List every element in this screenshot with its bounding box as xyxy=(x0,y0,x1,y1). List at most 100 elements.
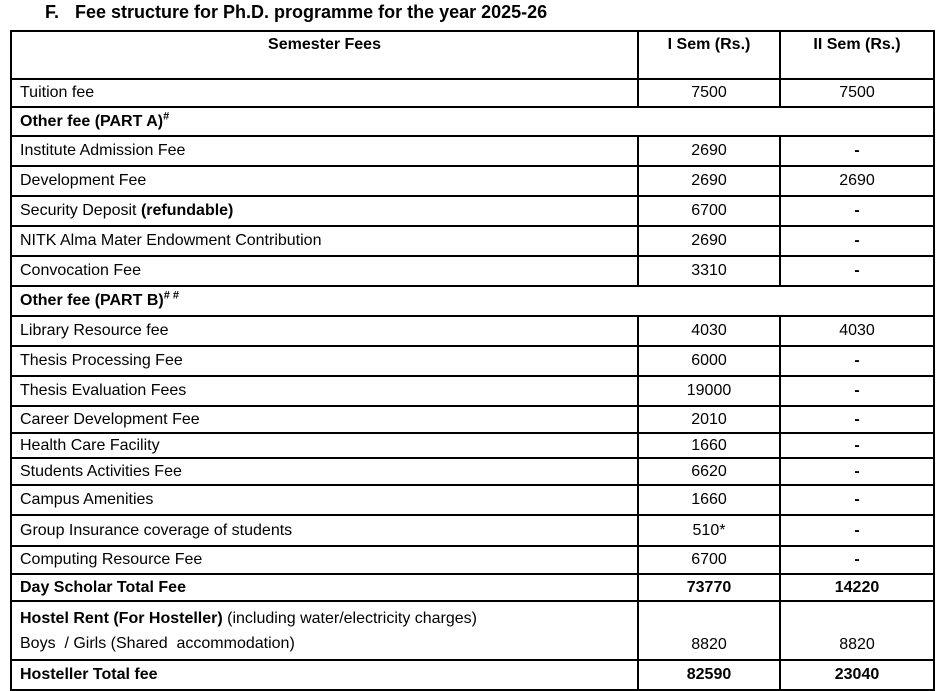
fee-value-cell-sem2: 7500 xyxy=(779,78,935,108)
fee-value-cell-sem1: 73770 xyxy=(637,573,781,602)
fee-table-body: Tuition fee 7500 7500 Other fee (PART A)# In… xyxy=(10,78,935,691)
fee-label-text: Other fee (PART A) xyxy=(20,112,164,130)
fee-value-cell-sem2: - xyxy=(779,135,935,167)
table-row: Group Insurance coverage of students 510*… xyxy=(10,514,935,547)
fee-label-cell: Campus Amenities xyxy=(10,484,639,516)
fee-label-cell: Computing Resource Fee xyxy=(10,545,639,575)
fee-label-text: Campus Amenities xyxy=(20,491,154,508)
fee-label-text: Computing Resource Fee xyxy=(20,551,203,568)
fee-label-text: Development Fee xyxy=(20,172,147,189)
fee-value-cell-sem2: - xyxy=(779,514,935,547)
table-row: Campus Amenities 1660- xyxy=(10,484,935,516)
section-superscript: # # xyxy=(163,289,180,302)
fee-value-cell-sem1: 510* xyxy=(637,514,781,547)
fee-value-cell-sem2: - xyxy=(779,255,935,287)
fee-label-cell: Other fee (PART B)# # xyxy=(10,285,935,317)
table-row: Health Care Facility 1660- xyxy=(10,432,935,459)
fee-label-text: Group Insurance coverage of students xyxy=(20,521,293,539)
fee-value-cell-sem1: 1660 xyxy=(637,484,781,516)
fee-value-cell-sem2: - xyxy=(779,484,935,516)
table-row: Hostel Rent (For Hosteller) (including w… xyxy=(10,600,935,661)
fee-value-cell-sem1: 6000 xyxy=(637,345,781,377)
fee-label-text: Institute Admission Fee xyxy=(20,142,186,159)
table-row: NITK Alma Mater Endowment Contribution 26… xyxy=(10,225,935,257)
fee-label-text: (including water/electricity charges) xyxy=(222,610,478,627)
table-row: Convocation Fee 3310- xyxy=(10,255,935,287)
fee-value-cell-sem1: 6620 xyxy=(637,457,781,486)
fee-label-cell: Career Development Fee xyxy=(10,405,639,434)
fee-label-text: Other fee (PART B) xyxy=(20,292,164,309)
fee-label-cell: Thesis Processing Fee xyxy=(10,345,639,377)
fee-label-cell: Hosteller Total fee xyxy=(10,659,639,691)
table-row: Development Fee 2690 2690 xyxy=(10,165,935,197)
section-header-row: Other fee (PART A)# xyxy=(10,106,935,137)
fee-label-text: Thesis Evaluation Fees xyxy=(20,382,187,399)
fee-value-cell-sem1: 7500 xyxy=(637,78,781,108)
fee-label-cell: Other fee (PART A)# xyxy=(10,106,935,137)
fee-structure-table: Semester Fees I Sem (Rs.) II Sem (Rs.) T… xyxy=(10,30,935,691)
fee-label-cell: Health Care Facility xyxy=(10,432,639,459)
fee-value-cell-sem1: 8820 xyxy=(637,600,781,661)
fee-value-cell-sem1: 2690 xyxy=(637,165,781,197)
fee-value-cell-sem1: 6700 xyxy=(637,545,781,575)
table-row: Institute Admission Fee 2690- xyxy=(10,135,935,167)
fee-value-cell-sem1: 2690 xyxy=(637,135,781,167)
fee-value-cell-sem2: 2690 xyxy=(779,165,935,197)
column-header-semester-fees: Semester Fees xyxy=(10,30,639,80)
column-header-sem1: I Sem (Rs.) xyxy=(637,30,781,80)
fee-label-cell: Thesis Evaluation Fees xyxy=(10,375,639,407)
fee-label-cell: Institute Admission Fee xyxy=(10,135,639,167)
fee-label-cell: Development Fee xyxy=(10,165,639,197)
fee-value-cell-sem1: 1660 xyxy=(637,432,781,459)
fee-label-cell: Group Insurance coverage of students xyxy=(10,514,639,547)
section-header-row: Other fee (PART B)# # xyxy=(10,285,935,317)
page-title: F. Fee structure for Ph.D. programme for … xyxy=(45,2,547,23)
fee-label-cell: Hostel Rent (For Hosteller) (including w… xyxy=(10,600,639,661)
fee-label-text: Convocation Fee xyxy=(20,262,141,279)
page-title-text: Fee structure for Ph.D. programme for th… xyxy=(75,2,548,22)
fee-label-text: Library Resource fee xyxy=(20,322,169,339)
fee-label-text: Security Deposit xyxy=(20,202,141,219)
fee-label-cell: Security Deposit (refundable) xyxy=(10,195,639,227)
fee-label-cell: Library Resource fee xyxy=(10,315,639,347)
fee-value-cell-sem2: - xyxy=(779,545,935,575)
table-row: Career Development Fee 2010- xyxy=(10,405,935,434)
fee-label-line-1: Hostel Rent (For Hosteller) (including w… xyxy=(20,606,633,631)
fee-value-cell-sem1: 2010 xyxy=(637,405,781,434)
fee-value-cell-sem2: - xyxy=(779,345,935,377)
fee-label-text: Thesis Processing Fee xyxy=(20,352,183,369)
table-header-row: Semester Fees I Sem (Rs.) II Sem (Rs.) xyxy=(10,30,935,80)
fee-value-cell-sem2: - xyxy=(779,225,935,257)
table-row: Thesis Evaluation Fees 19000- xyxy=(10,375,935,407)
fee-value-cell-sem1: 2690 xyxy=(637,225,781,257)
page-title-prefix: F. xyxy=(45,2,60,22)
fee-value-cell-sem2: - xyxy=(779,375,935,407)
table-row: Security Deposit (refundable) 6700- xyxy=(10,195,935,227)
fee-label-text: Boys / Girls (Shared accommodation) xyxy=(20,635,295,652)
fee-value-cell-sem2: 14220 xyxy=(779,573,935,602)
fee-value-cell-sem1: 19000 xyxy=(637,375,781,407)
column-header-sem2: II Sem (Rs.) xyxy=(779,30,935,80)
table-row: Hosteller Total fee 82590 23040 xyxy=(10,659,935,691)
table-row: Tuition fee 7500 7500 xyxy=(10,78,935,108)
fee-label-text: Students Activities Fee xyxy=(20,462,182,480)
table-row: Computing Resource Fee 6700- xyxy=(10,545,935,575)
fee-label-text: (refundable) xyxy=(140,202,234,219)
fee-label-cell: Day Scholar Total Fee xyxy=(10,573,639,602)
fee-label-cell: Students Activities Fee xyxy=(10,457,639,486)
fee-value-cell-sem2: 23040 xyxy=(779,659,935,691)
fee-value-cell-sem2: 8820 xyxy=(779,600,935,661)
fee-label-cell: Convocation Fee xyxy=(10,255,639,287)
fee-label-text: Health Care Facility xyxy=(20,436,160,454)
fee-label-cell: Tuition fee xyxy=(10,78,639,108)
fee-label-text: NITK Alma Mater Endowment Contribution xyxy=(20,232,322,249)
fee-label-cell: NITK Alma Mater Endowment Contribution xyxy=(10,225,639,257)
fee-value-cell-sem1: 3310 xyxy=(637,255,781,287)
section-superscript: # xyxy=(163,110,170,123)
fee-value-cell-sem2: - xyxy=(779,432,935,459)
fee-label-text: Hostel Rent (For Hosteller) xyxy=(20,610,223,627)
fee-value-cell-sem2: - xyxy=(779,405,935,434)
fee-label-text: Career Development Fee xyxy=(20,410,200,428)
fee-label-text: Day Scholar Total Fee xyxy=(20,578,186,596)
fee-value-cell-sem1: 82590 xyxy=(637,659,781,691)
